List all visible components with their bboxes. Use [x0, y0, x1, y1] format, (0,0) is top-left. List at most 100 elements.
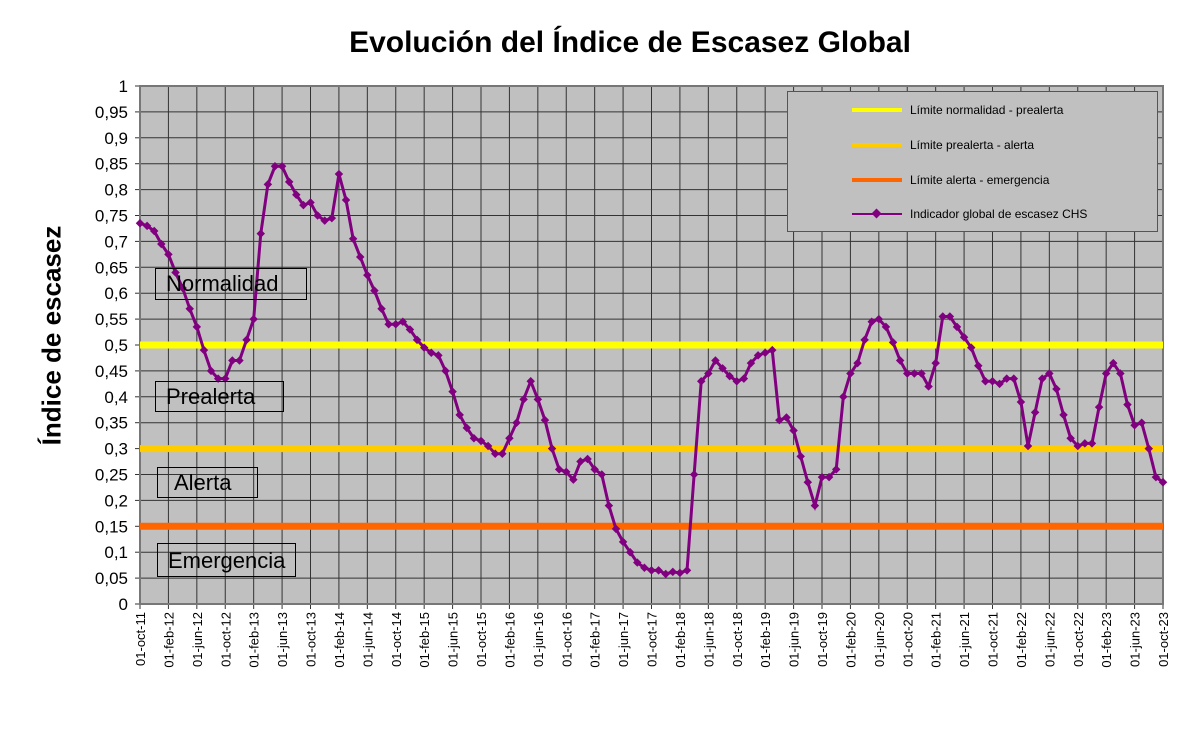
- x-tick-label: 01-feb-15: [417, 612, 432, 668]
- data-point: [696, 377, 706, 386]
- data-point: [618, 537, 628, 547]
- data-point: [405, 325, 415, 334]
- y-tick-label: 0,6: [104, 284, 128, 303]
- data-point: [341, 195, 351, 205]
- data-point: [569, 475, 578, 484]
- data-point: [1158, 478, 1168, 487]
- data-point: [284, 177, 294, 187]
- data-point: [959, 332, 969, 342]
- data-point: [824, 472, 834, 482]
- data-point: [1094, 402, 1104, 412]
- data-point: [640, 563, 649, 572]
- x-tick-label: 01-jun-16: [531, 612, 546, 667]
- data-point: [1137, 418, 1146, 427]
- legend-label: Límite normalidad - prealerta: [910, 103, 1064, 117]
- zone-label-emergencia: Emergencia: [157, 543, 296, 577]
- data-point: [469, 433, 479, 443]
- data-point: [355, 252, 365, 262]
- data-point: [796, 452, 805, 461]
- data-point: [490, 449, 500, 459]
- data-point: [277, 162, 287, 171]
- data-point: [831, 465, 841, 474]
- data-point: [547, 444, 557, 453]
- y-tick-label: 0,55: [95, 310, 128, 329]
- data-point: [526, 377, 535, 386]
- data-point: [199, 345, 209, 355]
- data-point: [519, 395, 528, 404]
- legend-label: Límite prealerta - alerta: [910, 138, 1035, 152]
- data-point: [263, 180, 273, 189]
- data-point: [753, 351, 763, 360]
- x-tick-label: 01-oct-21: [986, 612, 1001, 667]
- data-point: [142, 221, 152, 231]
- x-tick-label: 01-jun-12: [190, 612, 205, 667]
- data-point: [661, 569, 670, 579]
- data-point: [633, 558, 642, 567]
- data-point: [149, 226, 159, 236]
- data-point: [242, 335, 251, 345]
- data-point: [995, 379, 1004, 389]
- x-tick-label: 01-oct-15: [474, 612, 489, 667]
- data-point: [576, 457, 585, 466]
- x-tick-label: 01-jun-23: [1128, 612, 1143, 667]
- data-point: [860, 335, 869, 345]
- legend-item: Límite alerta - emergencia: [788, 170, 1049, 190]
- data-point: [299, 200, 308, 210]
- y-tick-label: 0,5: [104, 336, 128, 355]
- data-point: [1016, 397, 1026, 407]
- data-point: [689, 470, 699, 479]
- x-tick-label: 01-oct-12: [218, 612, 233, 667]
- data-point: [505, 433, 514, 443]
- data-point: [704, 369, 713, 378]
- data-point: [846, 369, 855, 378]
- data-point: [1009, 374, 1019, 383]
- data-point: [348, 234, 358, 244]
- data-point: [171, 268, 180, 277]
- data-point: [178, 283, 187, 293]
- data-point: [313, 211, 322, 220]
- data-point: [768, 345, 777, 355]
- y-tick-label: 0,95: [95, 103, 128, 122]
- zone-label-prealerta: Prealerta: [155, 381, 284, 412]
- data-point: [625, 547, 635, 557]
- data-point: [839, 392, 848, 402]
- x-tick-label: 01-oct-14: [389, 612, 404, 667]
- data-point: [185, 304, 194, 313]
- data-point: [412, 335, 422, 345]
- data-point: [448, 387, 457, 396]
- data-point: [419, 343, 429, 352]
- data-point: [675, 568, 685, 578]
- data-point: [775, 415, 784, 425]
- data-point: [1123, 400, 1132, 409]
- data-point: [391, 320, 400, 329]
- legend-swatch: [852, 143, 902, 147]
- data-point: [1052, 384, 1061, 394]
- data-point: [853, 358, 862, 368]
- x-tick-label: 01-feb-12: [161, 612, 176, 668]
- data-point: [945, 312, 955, 321]
- x-tick-label: 01-oct-20: [900, 612, 915, 667]
- x-tick-label: 01-oct-11: [133, 612, 148, 666]
- x-tick-label: 01-oct-18: [730, 612, 745, 667]
- data-point: [888, 338, 898, 347]
- data-point: [1002, 374, 1011, 383]
- data-point: [682, 566, 692, 575]
- data-point: [746, 358, 756, 368]
- data-point: [981, 377, 990, 386]
- data-point: [327, 213, 337, 223]
- data-point: [803, 478, 813, 487]
- y-tick-label: 0,05: [95, 569, 128, 588]
- data-point: [966, 343, 976, 352]
- data-point: [320, 216, 329, 225]
- data-point: [874, 314, 884, 324]
- data-point: [725, 371, 734, 381]
- x-tick-label: 01-jun-17: [616, 612, 631, 667]
- data-point: [1045, 369, 1054, 378]
- data-point: [1080, 439, 1090, 448]
- x-tick-label: 01-jun-21: [957, 612, 972, 667]
- x-tick-label: 01-feb-22: [1014, 612, 1029, 668]
- y-tick-label: 0,25: [95, 466, 128, 485]
- data-point: [647, 566, 656, 575]
- data-point: [1116, 369, 1125, 378]
- x-tick-label: 01-jun-15: [446, 612, 461, 667]
